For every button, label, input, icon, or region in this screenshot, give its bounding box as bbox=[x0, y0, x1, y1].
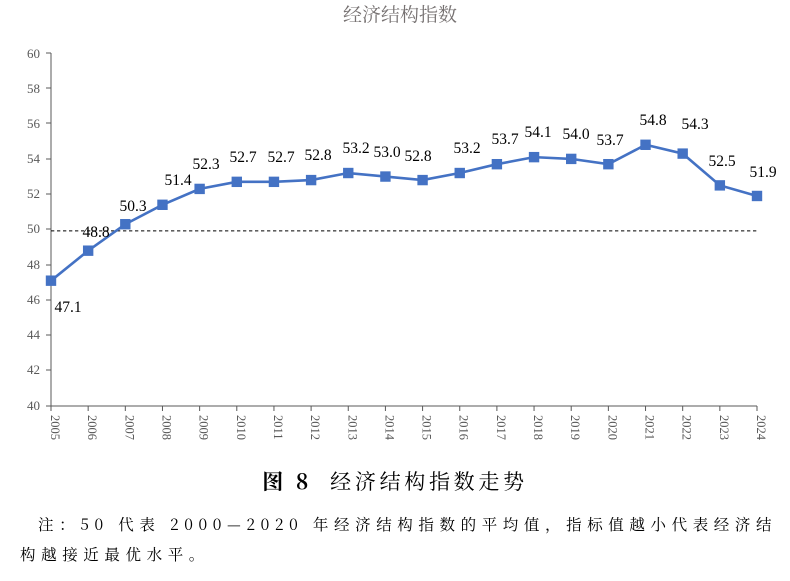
svg-text:经济结构指数: 经济结构指数 bbox=[343, 0, 457, 27]
svg-text:50: 50 bbox=[27, 221, 40, 236]
svg-text:2012: 2012 bbox=[308, 415, 322, 440]
svg-text:54.3: 54.3 bbox=[681, 116, 708, 133]
svg-text:44: 44 bbox=[27, 327, 41, 342]
svg-text:2023: 2023 bbox=[717, 415, 731, 440]
svg-text:53.7: 53.7 bbox=[491, 131, 518, 148]
svg-text:54.1: 54.1 bbox=[524, 124, 551, 141]
svg-text:46: 46 bbox=[27, 292, 41, 307]
svg-text:2013: 2013 bbox=[345, 415, 359, 440]
svg-text:2022: 2022 bbox=[680, 415, 694, 440]
svg-text:2008: 2008 bbox=[159, 415, 173, 440]
svg-text:2015: 2015 bbox=[420, 415, 434, 440]
svg-text:2016: 2016 bbox=[457, 415, 471, 440]
svg-text:58: 58 bbox=[27, 81, 40, 96]
svg-text:54.0: 54.0 bbox=[562, 126, 589, 143]
svg-text:42: 42 bbox=[27, 362, 40, 377]
svg-text:53.0: 53.0 bbox=[373, 144, 400, 161]
svg-text:2010: 2010 bbox=[234, 415, 248, 440]
svg-text:2020: 2020 bbox=[605, 415, 619, 440]
svg-text:52.8: 52.8 bbox=[404, 148, 431, 165]
svg-text:56: 56 bbox=[27, 116, 41, 131]
svg-text:2017: 2017 bbox=[494, 415, 508, 440]
svg-text:2014: 2014 bbox=[382, 415, 396, 441]
svg-text:52: 52 bbox=[27, 186, 40, 201]
svg-text:2019: 2019 bbox=[568, 415, 582, 440]
svg-text:53.7: 53.7 bbox=[596, 132, 623, 149]
svg-text:40: 40 bbox=[27, 398, 40, 413]
svg-text:2009: 2009 bbox=[197, 415, 211, 440]
svg-text:2018: 2018 bbox=[531, 415, 545, 440]
svg-text:2006: 2006 bbox=[85, 415, 99, 440]
svg-text:52.7: 52.7 bbox=[229, 149, 256, 166]
svg-text:48.8: 48.8 bbox=[82, 224, 109, 241]
svg-text:52.5: 52.5 bbox=[708, 153, 735, 170]
svg-text:52.8: 52.8 bbox=[304, 147, 331, 164]
svg-text:51.9: 51.9 bbox=[749, 164, 776, 181]
svg-text:52.7: 52.7 bbox=[267, 149, 294, 166]
svg-text:48: 48 bbox=[27, 257, 40, 272]
svg-text:2007: 2007 bbox=[122, 415, 136, 440]
svg-text:52.3: 52.3 bbox=[192, 156, 219, 173]
svg-text:2024: 2024 bbox=[754, 415, 768, 441]
svg-text:2021: 2021 bbox=[643, 415, 657, 440]
svg-text:51.4: 51.4 bbox=[164, 172, 191, 189]
svg-text:2011: 2011 bbox=[271, 415, 285, 440]
svg-text:54: 54 bbox=[27, 151, 41, 166]
svg-text:54.8: 54.8 bbox=[639, 112, 666, 129]
svg-text:60: 60 bbox=[27, 46, 40, 61]
svg-text:2005: 2005 bbox=[48, 415, 62, 440]
svg-text:50.3: 50.3 bbox=[119, 198, 146, 215]
svg-text:53.2: 53.2 bbox=[342, 140, 369, 157]
svg-text:53.2: 53.2 bbox=[453, 140, 480, 157]
svg-text:47.1: 47.1 bbox=[54, 299, 81, 316]
